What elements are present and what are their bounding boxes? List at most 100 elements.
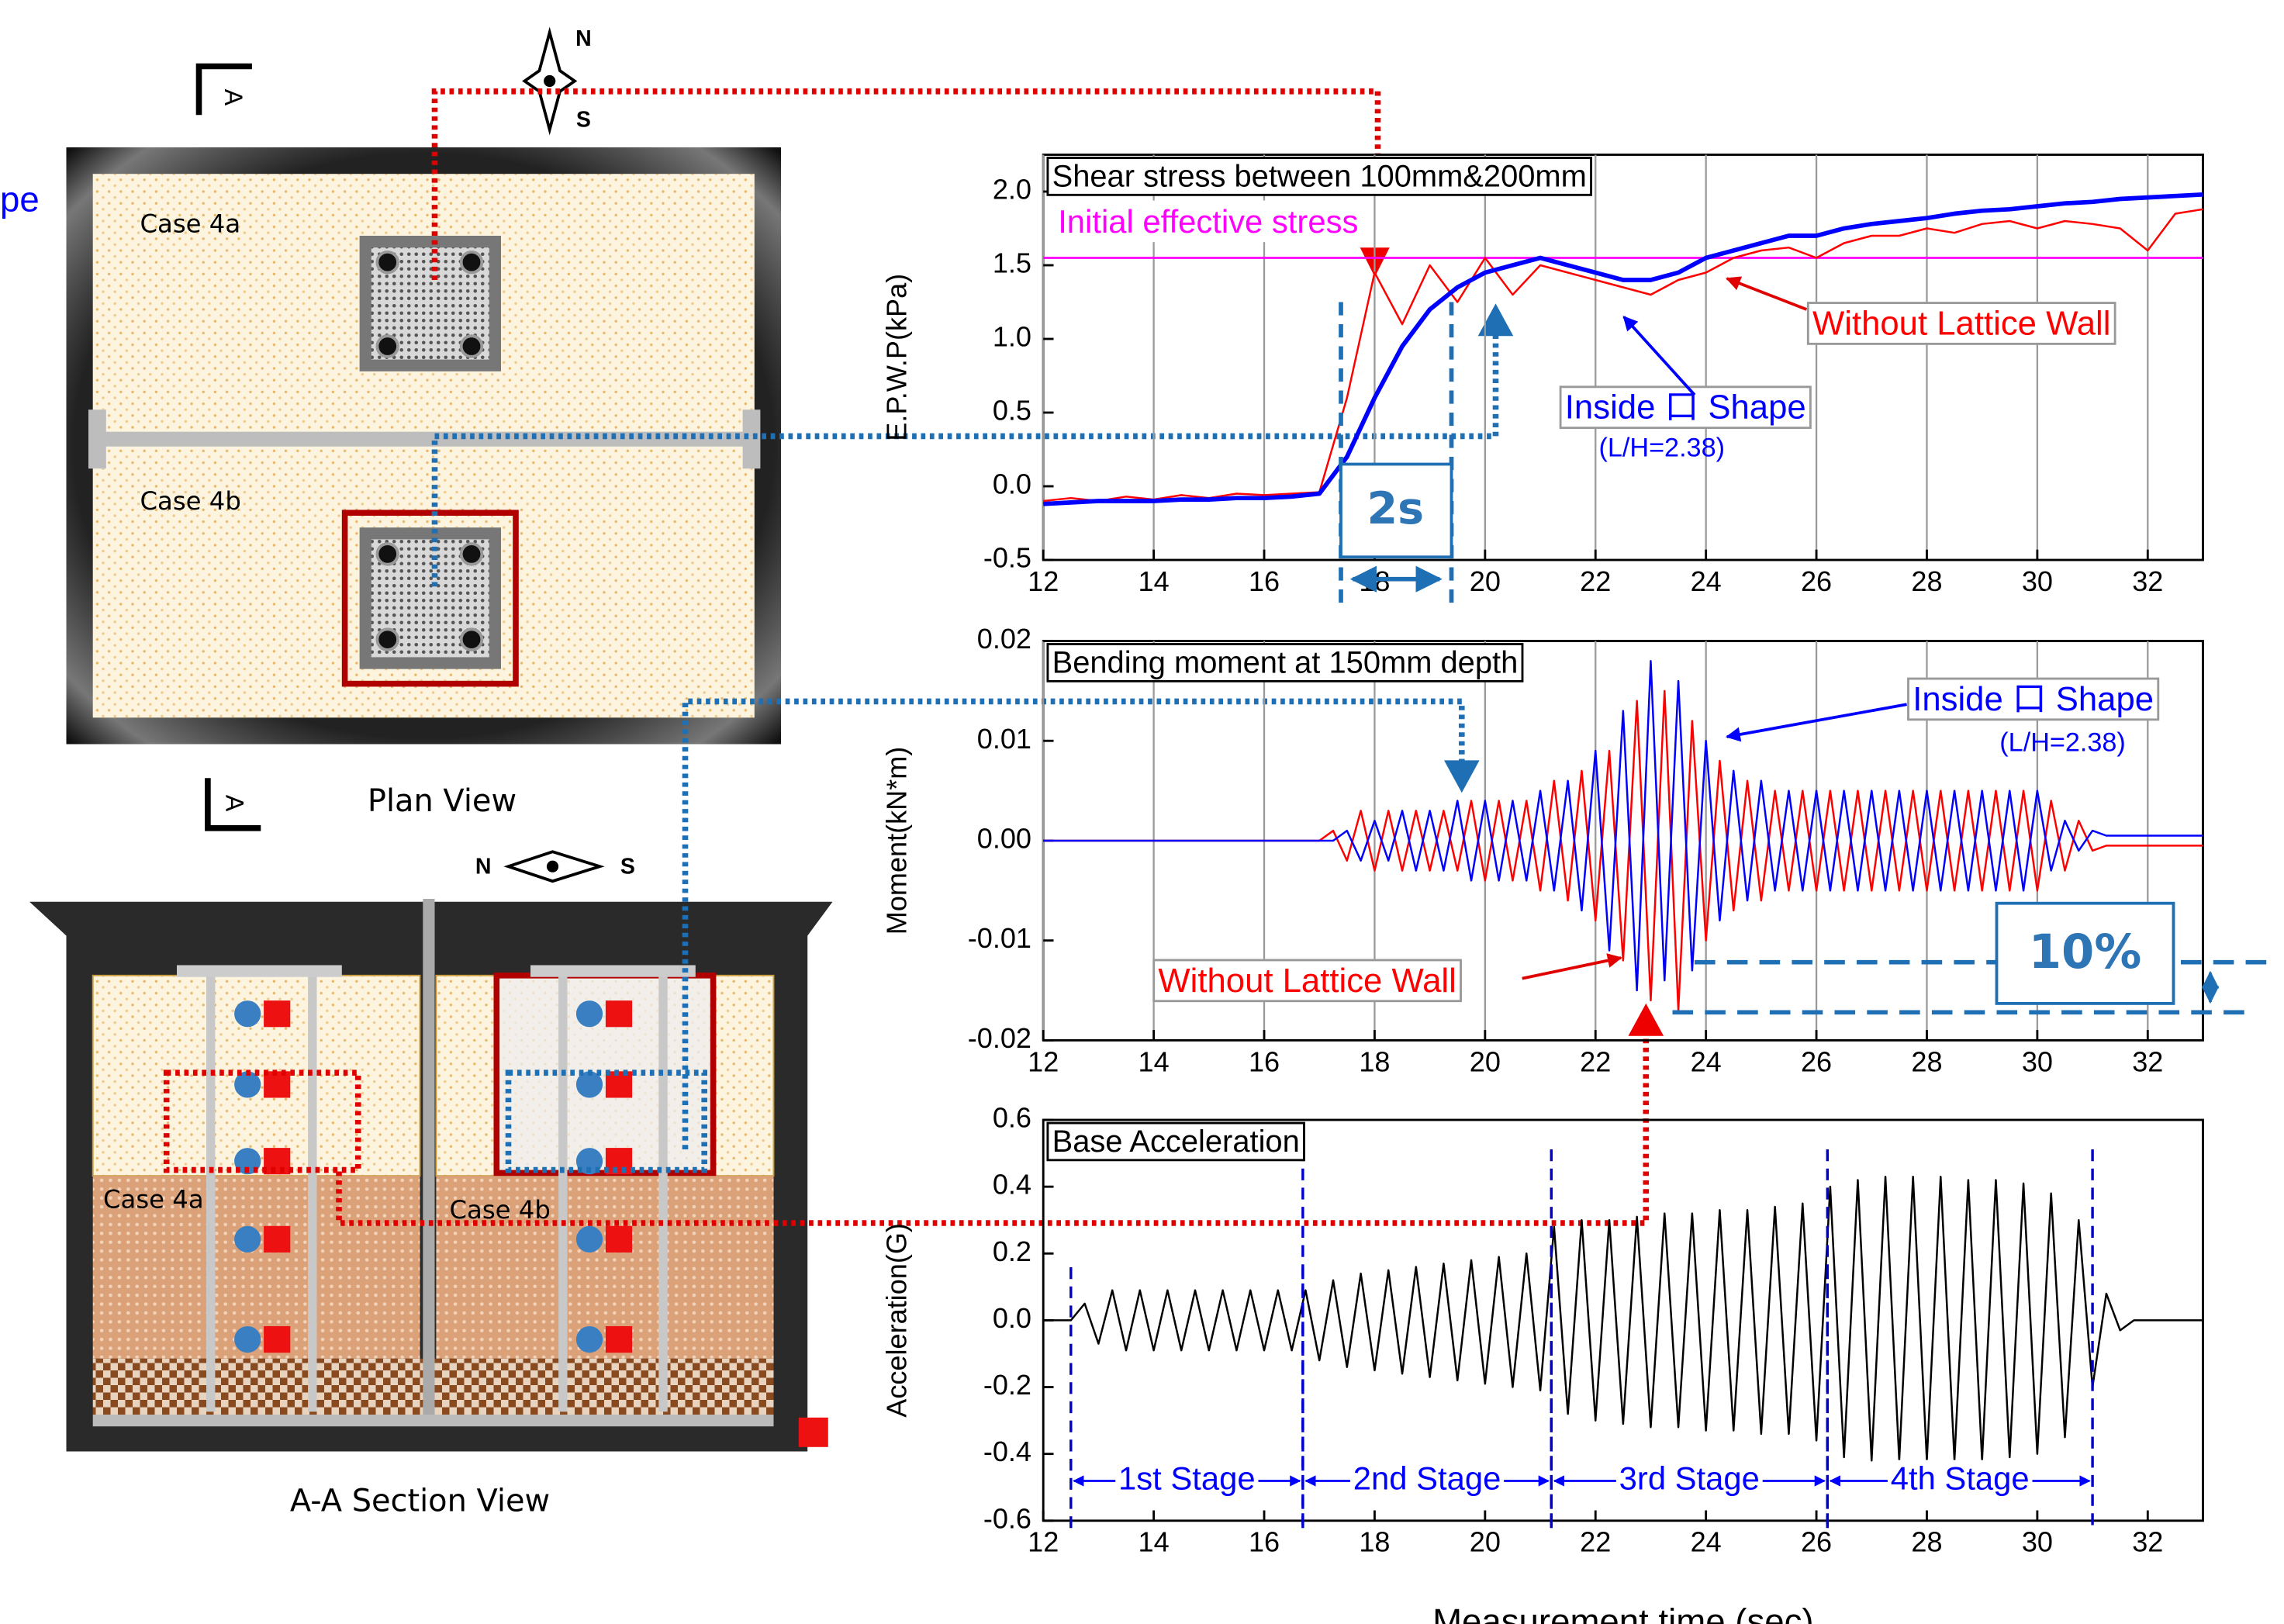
label-box xyxy=(1046,643,1524,682)
clay xyxy=(92,1176,420,1359)
y-tick-label: -0.2 xyxy=(983,1369,1031,1401)
annotation-box xyxy=(1339,462,1453,559)
compass-north: N xyxy=(575,26,592,51)
x-tick-label: 24 xyxy=(1691,1526,1722,1558)
y-axis-label: Acceleration(G) xyxy=(881,1223,913,1418)
pile-cap xyxy=(177,965,342,977)
chart-title: Shear stress between 100mm&200mm xyxy=(1052,159,1587,193)
y-tick-label: 0.0 xyxy=(993,1302,1031,1334)
pile-cap xyxy=(530,965,696,977)
series-label: Inside 口 Shape xyxy=(1565,389,1806,427)
divider xyxy=(423,899,435,1418)
x-tick-label: 30 xyxy=(2022,1045,2053,1077)
label-bg xyxy=(1887,1460,2033,1497)
label-box xyxy=(1046,1121,1305,1162)
annotation: (L/H=2.38) xyxy=(1999,728,2125,758)
connector xyxy=(682,698,1465,1150)
clay xyxy=(436,1176,774,1359)
y-tick-label: -0.02 xyxy=(968,1022,1031,1054)
x-tick-label: 14 xyxy=(1139,565,1170,597)
x-tick-label: 26 xyxy=(1801,1526,1832,1558)
stage-label: 1st Stage xyxy=(1118,1460,1256,1497)
piles xyxy=(375,251,484,651)
label-bg xyxy=(1615,1460,1763,1497)
series-line xyxy=(1043,660,2203,992)
series-line xyxy=(1043,1175,2203,1462)
case-label: Case 4a xyxy=(103,1185,204,1215)
x-tick-label: 32 xyxy=(2132,1526,2163,1558)
series-label: Without Lattice Wall xyxy=(1812,304,2110,342)
x-tick-label: 24 xyxy=(1691,1045,1722,1077)
annotation: 10% xyxy=(2029,925,2142,980)
label-bg xyxy=(1349,1460,1505,1497)
connector xyxy=(431,331,1499,587)
annotation-box xyxy=(1995,901,2175,1005)
annotation: (L/H=2.38) xyxy=(1599,434,1725,463)
label-bg xyxy=(1115,1460,1259,1497)
stage-label: 2nd Stage xyxy=(1353,1460,1501,1497)
x-tick-label: 26 xyxy=(1801,565,1832,597)
y-axis-label: E.P.W.P(kPa) xyxy=(881,274,913,441)
y-tick-label: -0.4 xyxy=(983,1436,1031,1467)
y-axis-label: Moment(kN*m) xyxy=(881,747,913,935)
label-box xyxy=(1046,157,1592,196)
y-tick-label: 0.2 xyxy=(993,1235,1031,1267)
label-box xyxy=(1152,959,1462,1003)
y-tick-label: 0.4 xyxy=(993,1169,1031,1201)
x-tick-label: 14 xyxy=(1139,1045,1170,1077)
y-tick-label: -0.01 xyxy=(968,922,1031,954)
section-label: A xyxy=(221,795,249,812)
x-tick-label: 12 xyxy=(1028,565,1059,597)
x-tick-label: 22 xyxy=(1580,565,1611,597)
callout xyxy=(1726,276,1808,311)
case-label: Case 4a xyxy=(140,209,241,239)
x-tick-label: 12 xyxy=(1028,1526,1059,1558)
compass-center xyxy=(544,74,556,88)
divider-end xyxy=(88,409,106,469)
y-tick-label: -0.6 xyxy=(983,1502,1031,1534)
x-tick-label: 16 xyxy=(1249,565,1280,597)
y-tick-label: 1.5 xyxy=(993,247,1031,279)
x-tick-label: 32 xyxy=(2132,565,2163,597)
arrow-head xyxy=(1477,303,1514,337)
y-tick-label: 0.6 xyxy=(993,1102,1031,1134)
label-box xyxy=(1052,200,1364,243)
annotations: 2s (L/H=2.38) (L/H=2.38) 10% xyxy=(1339,276,2269,1015)
compass-center xyxy=(546,860,559,872)
x-tick-label: 22 xyxy=(1580,1045,1611,1077)
sensors xyxy=(234,1000,828,1447)
x-tick-label: 30 xyxy=(2022,1526,2053,1558)
x-tick-label: 20 xyxy=(1470,565,1501,597)
compass-north: N xyxy=(475,855,492,879)
chart-title: Base Acceleration xyxy=(1052,1125,1300,1159)
section-marker xyxy=(205,778,261,831)
y-tick-label: 2.0 xyxy=(993,174,1031,206)
series-label: Inside 口 Shape xyxy=(1913,680,2154,718)
piles xyxy=(206,973,668,1412)
x-tick-label: 28 xyxy=(1911,565,1942,597)
section-view: N S Case 4a Case 4b A-A Section View xyxy=(29,850,833,1519)
connector xyxy=(336,1034,1650,1226)
arrow-head xyxy=(1444,760,1480,793)
x-tick-label: 12 xyxy=(1028,1045,1059,1077)
label-box xyxy=(1907,677,2160,721)
y-tick-label: 0.01 xyxy=(977,723,1031,755)
compass-south: S xyxy=(620,855,635,879)
case-label: Case 4b xyxy=(450,1195,551,1225)
lattice-wall xyxy=(341,510,519,687)
stage-label: 4th Stage xyxy=(1891,1460,2030,1497)
case-label: Case 4b xyxy=(140,486,241,516)
x-tick-label: 32 xyxy=(2132,1045,2163,1077)
section-label: A xyxy=(219,89,247,106)
series-line xyxy=(1043,208,2203,503)
y-tick-label: 0.5 xyxy=(993,395,1031,427)
x-tick-label: 30 xyxy=(2022,565,2053,597)
callout xyxy=(1522,953,1622,980)
stage-label: 3rd Stage xyxy=(1619,1460,1760,1497)
x-tick-label: 22 xyxy=(1580,1526,1611,1558)
callout xyxy=(1622,316,1696,396)
series-label: Without Lattice Wall xyxy=(1158,962,1456,1000)
x-tick-label: 16 xyxy=(1249,1526,1280,1558)
x-tick-label: 16 xyxy=(1249,1045,1280,1077)
